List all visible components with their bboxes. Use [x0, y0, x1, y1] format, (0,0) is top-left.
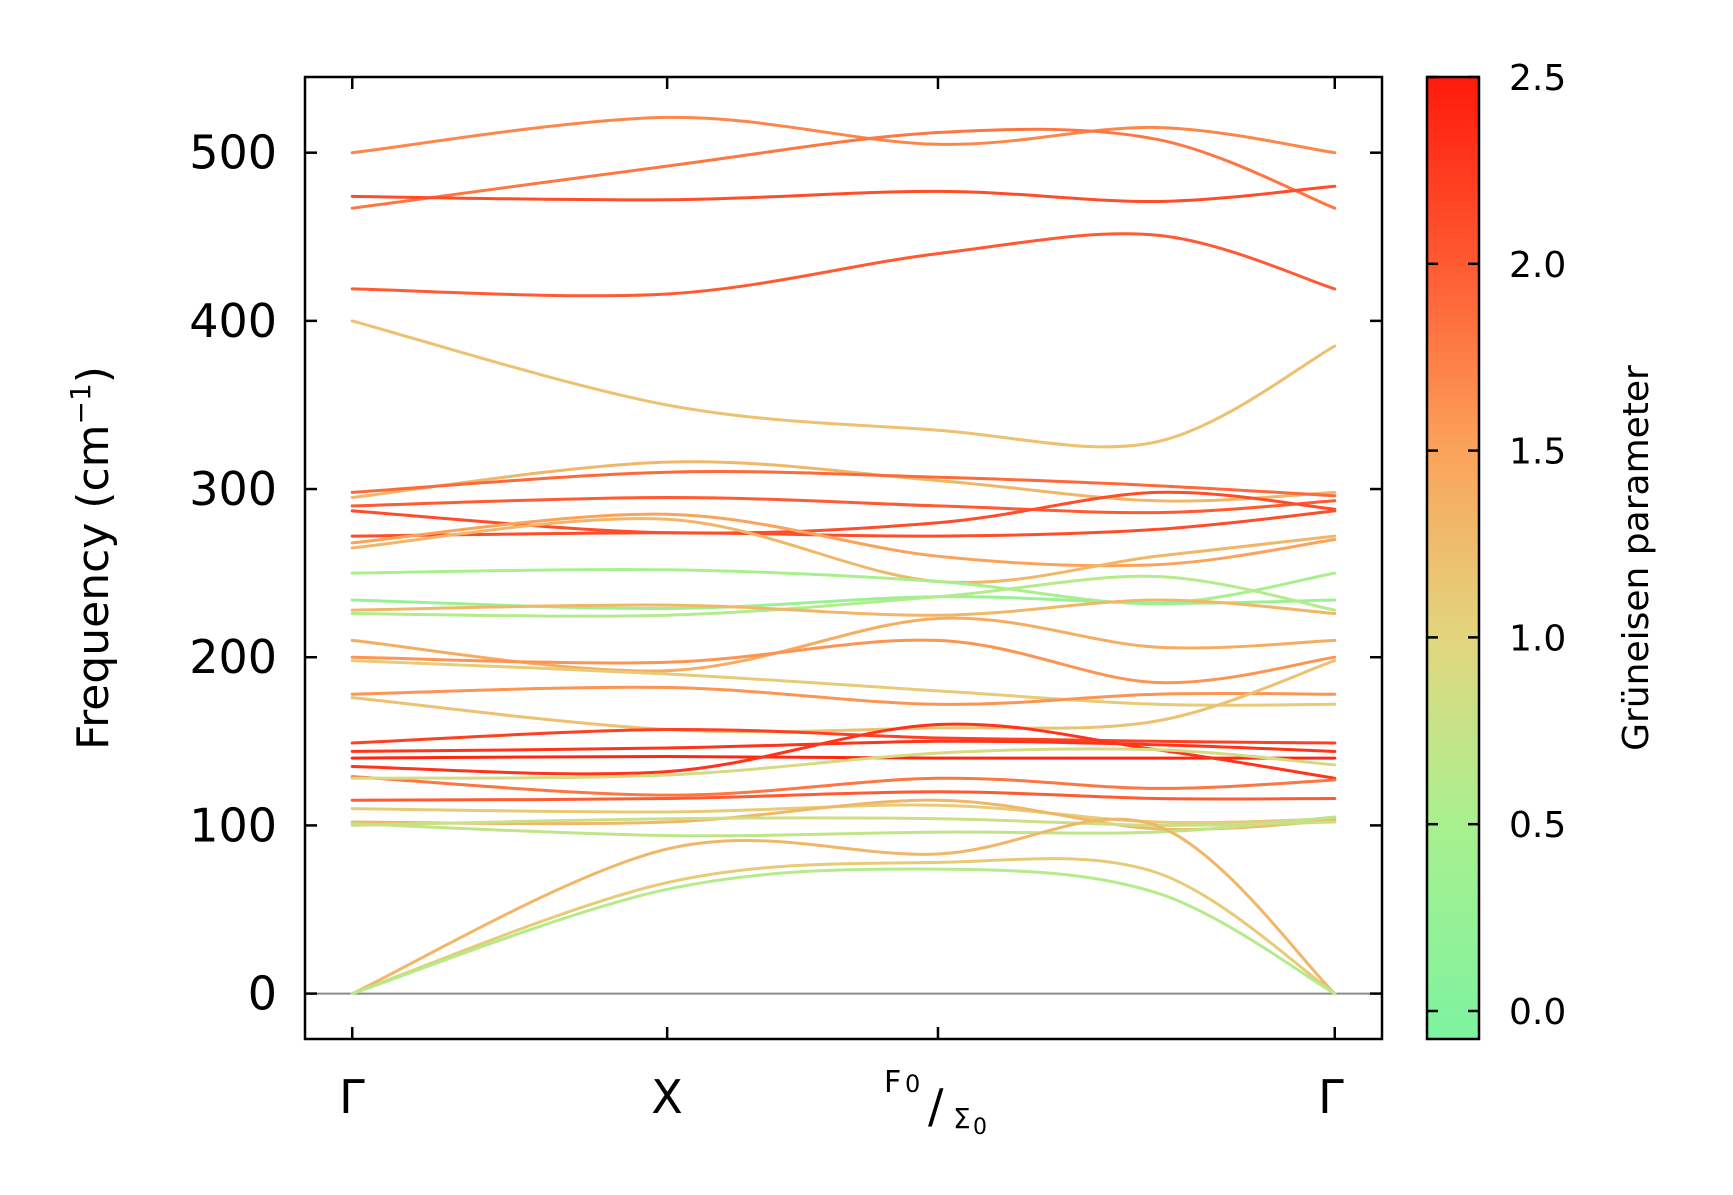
- y-tick-label-500: 500: [189, 126, 277, 180]
- y-axis-title-close: ): [68, 366, 119, 383]
- colorbar: 0.0 0.5 1.0 1.5 2.0 2.5 Grüneisen parameter: [1425, 58, 1657, 1041]
- phonon-band-2: [350, 127, 1337, 210]
- phonon-band-18: [350, 638, 1337, 685]
- plot-area: 0 100 200 300 400 500: [189, 75, 1384, 1041]
- colorbar-tick-label-1: 0.5: [1509, 805, 1566, 846]
- phonon-band-24: [350, 754, 1337, 760]
- x-axis-ticks: [350, 77, 1337, 1039]
- colorbar-tick-label-2: 1.0: [1509, 618, 1566, 659]
- y-axis-title: Frequency (cm−1): [64, 366, 119, 750]
- phonon-band-3: [350, 184, 1337, 204]
- colorbar-gradient: [1425, 75, 1481, 1041]
- phonon-band-19: [350, 659, 1337, 707]
- colorbar-title: Grüneisen parameter: [1616, 365, 1657, 751]
- y-axis-title-superscript: −1: [64, 383, 97, 424]
- phonon-band-21: [350, 659, 1337, 734]
- phonon-band-12: [350, 517, 1337, 584]
- phonon-band-31: [350, 815, 1337, 838]
- f0-label-sub: 0: [905, 1070, 920, 1098]
- f0-label-base: F: [884, 1065, 901, 1100]
- phonon-band-16: [350, 598, 1337, 617]
- phonon-band-34: [350, 857, 1337, 996]
- sigma0-label-base: Σ: [953, 1102, 971, 1135]
- y-tick-label-100: 100: [189, 798, 277, 852]
- phonon-band-22: [350, 727, 1337, 745]
- colorbar-ticks: 0.0 0.5 1.0 1.5 2.0 2.5: [1427, 58, 1566, 1033]
- phonon-band-25: [350, 722, 1337, 780]
- colorbar-tick-label-3: 1.5: [1509, 432, 1566, 473]
- phonon-band-15: [350, 574, 1337, 618]
- phonon-band-11: [350, 512, 1337, 568]
- phonon-band-6: [350, 460, 1337, 503]
- phonon-band-28: [350, 790, 1337, 802]
- phonon-band-8: [350, 495, 1337, 515]
- phonon-band-33: [350, 817, 1337, 996]
- colorbar-tick-label-5: 2.5: [1509, 58, 1566, 99]
- phonon-band-1: [350, 115, 1337, 155]
- phonon-band-17: [350, 616, 1337, 673]
- y-tick-label-0: 0: [248, 967, 277, 1021]
- colorbar-tick-label-4: 2.0: [1509, 245, 1566, 286]
- x-tick-label-x: X: [651, 1070, 683, 1124]
- phonon-band-10: [350, 509, 1337, 538]
- x-tick-labels: Γ X F 0 / Σ 0 Γ: [339, 1065, 1344, 1140]
- y-axis-title-main: Frequency (cm: [68, 424, 119, 750]
- phonon-band-23: [350, 739, 1337, 753]
- y-axis-ticks: 0 100 200 300 400 500: [189, 126, 1382, 1021]
- phonon-band-20: [350, 685, 1337, 706]
- plot-frame: [303, 75, 1384, 1041]
- phonon-band-5: [350, 319, 1337, 449]
- phonon-band-27: [350, 747, 1337, 780]
- phonon-bands: [350, 115, 1337, 996]
- colorbar-tick-label-0: 0.0: [1509, 992, 1566, 1033]
- y-tick-label-200: 200: [189, 630, 277, 684]
- phonon-band-4: [350, 232, 1337, 298]
- phonon-band-26: [350, 775, 1337, 797]
- phonon-band-35: [350, 867, 1337, 996]
- x-tick-label-gamma-end: Γ: [1318, 1070, 1344, 1124]
- y-tick-label-400: 400: [189, 294, 277, 348]
- phonon-band-7: [350, 470, 1337, 498]
- x-tick-label-gamma: Γ: [339, 1070, 365, 1124]
- phonon-band-13: [350, 568, 1337, 605]
- y-tick-label-300: 300: [189, 462, 277, 516]
- sigma0-label-sub: 0: [973, 1115, 987, 1140]
- slash-label: /: [928, 1079, 944, 1133]
- phonon-band-32: [350, 816, 1337, 827]
- phonon-band-29: [350, 803, 1337, 825]
- x-tick-label-f0-sigma0: F 0 / Σ 0: [884, 1065, 987, 1140]
